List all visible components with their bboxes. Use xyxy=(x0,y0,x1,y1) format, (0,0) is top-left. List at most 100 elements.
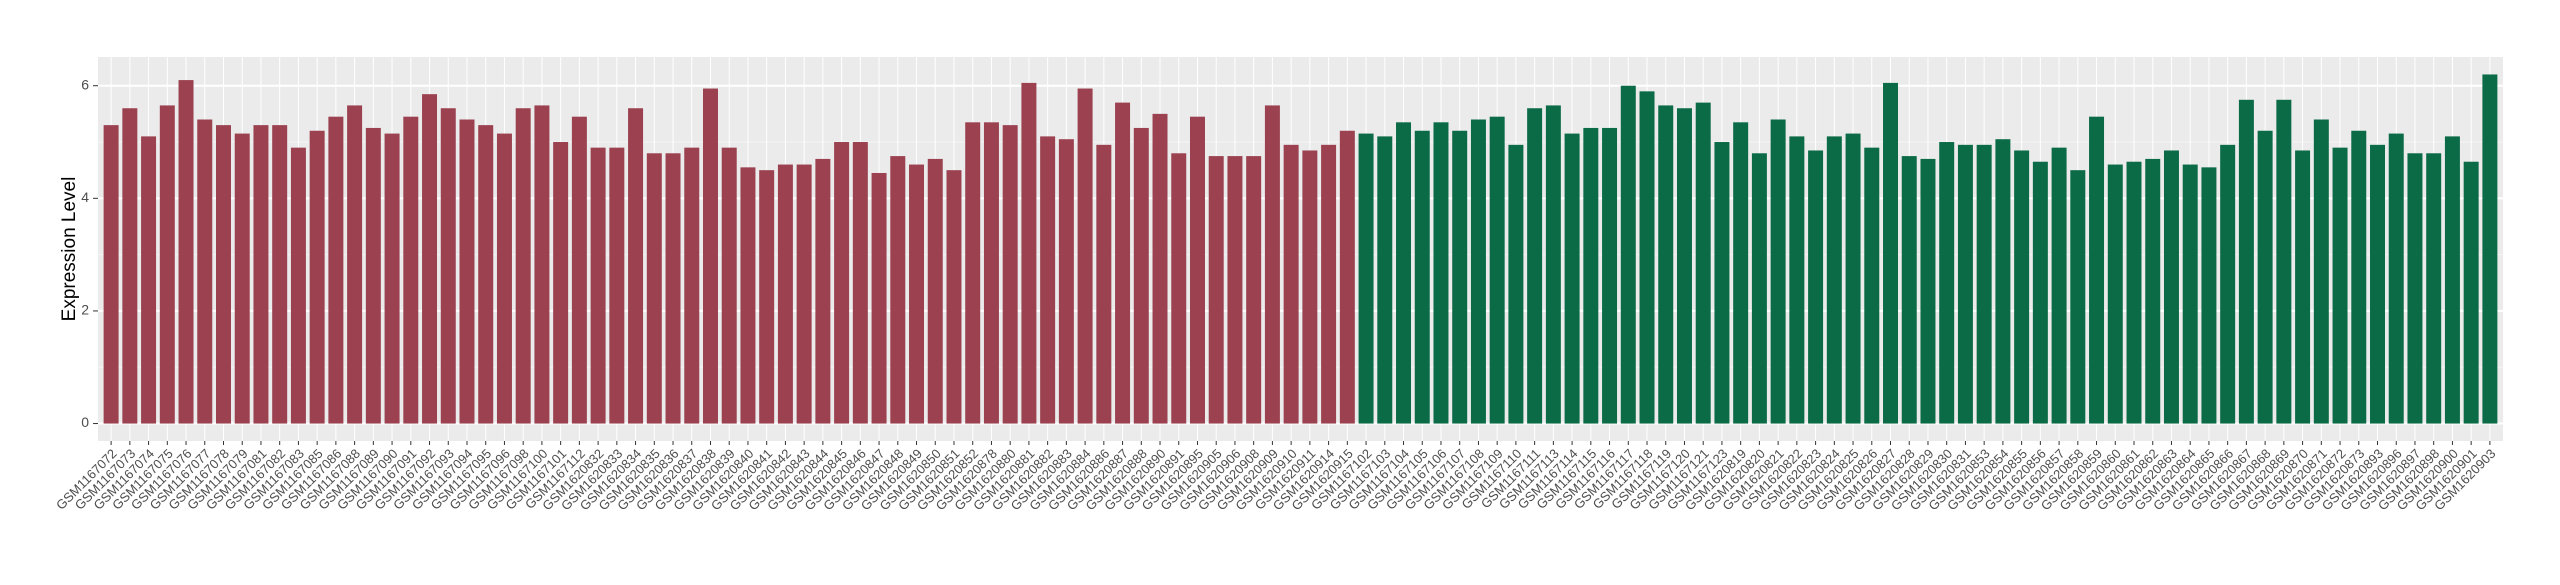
bar xyxy=(1789,136,1805,424)
bar xyxy=(2388,133,2404,424)
bar xyxy=(2463,161,2479,424)
bar xyxy=(1602,127,1618,424)
y-tick-label: 4 xyxy=(81,189,89,205)
bar xyxy=(1133,127,1149,424)
bar xyxy=(384,133,400,424)
bar xyxy=(1583,127,1599,424)
bar xyxy=(122,108,138,424)
bar xyxy=(1377,136,1393,424)
bar xyxy=(1901,156,1917,424)
bar xyxy=(1414,130,1430,424)
bar xyxy=(1976,144,1992,424)
bar xyxy=(1883,82,1899,424)
bar xyxy=(1283,144,1299,424)
bar xyxy=(2145,158,2161,424)
bar xyxy=(1751,153,1767,424)
bar xyxy=(1227,156,1243,424)
bar xyxy=(571,116,587,424)
bar xyxy=(272,125,288,424)
bar xyxy=(2107,164,2123,424)
bar xyxy=(1058,139,1074,424)
bar xyxy=(1639,91,1655,424)
bar xyxy=(1733,122,1749,424)
bar xyxy=(983,122,999,424)
panel-background xyxy=(98,57,2503,441)
bar xyxy=(890,156,906,424)
bar xyxy=(1302,150,1318,424)
bar xyxy=(1396,122,1412,424)
bar xyxy=(1845,133,1861,424)
bar xyxy=(721,147,737,424)
bar xyxy=(927,158,943,424)
bar xyxy=(1864,147,1880,424)
bar xyxy=(2257,130,2273,424)
bar xyxy=(159,105,175,424)
bar xyxy=(2201,167,2217,424)
bar xyxy=(1152,113,1168,424)
bar xyxy=(1077,88,1093,424)
bar xyxy=(197,119,213,424)
bar xyxy=(1995,139,2011,424)
bar xyxy=(1433,122,1449,424)
bar xyxy=(403,116,419,424)
bar xyxy=(1676,108,1692,424)
bar xyxy=(2014,150,2030,424)
bar xyxy=(2295,150,2311,424)
bar xyxy=(141,136,157,424)
y-tick-label: 2 xyxy=(81,302,89,318)
bar xyxy=(2163,150,2179,424)
bar xyxy=(2182,164,2198,424)
bar xyxy=(1321,144,1337,424)
bar xyxy=(1339,130,1355,424)
bar xyxy=(1452,130,1468,424)
bar xyxy=(740,167,756,424)
bar xyxy=(1527,108,1543,424)
bar xyxy=(628,108,644,424)
bar xyxy=(2089,116,2105,424)
bar xyxy=(909,164,925,424)
bar xyxy=(2238,99,2254,424)
bar xyxy=(1564,133,1580,424)
bar xyxy=(2482,74,2498,424)
bar xyxy=(2126,161,2142,424)
bar xyxy=(1040,136,1056,424)
bar xyxy=(1171,153,1187,424)
bar xyxy=(702,88,718,424)
bar xyxy=(2220,144,2236,424)
bar xyxy=(103,125,119,424)
bar xyxy=(478,125,494,424)
bar xyxy=(665,153,681,424)
bar xyxy=(1545,105,1561,424)
bar xyxy=(459,119,475,424)
bar xyxy=(1714,142,1730,424)
bar xyxy=(2351,130,2367,424)
bar xyxy=(1957,144,1973,424)
y-tick-label: 6 xyxy=(81,76,89,92)
bar xyxy=(234,133,250,424)
bar xyxy=(1115,102,1131,424)
bar xyxy=(946,170,962,424)
bar xyxy=(1264,105,1280,424)
bar xyxy=(1208,156,1224,424)
bar xyxy=(422,94,438,424)
bar xyxy=(1620,85,1636,424)
y-axis-title: Expression Level xyxy=(59,177,80,322)
y-tick-label: 0 xyxy=(81,414,89,430)
bar xyxy=(759,170,775,424)
bar xyxy=(871,172,887,424)
bar xyxy=(290,147,306,424)
bar xyxy=(365,127,381,424)
bar xyxy=(1246,156,1262,424)
bar xyxy=(347,105,363,424)
bar xyxy=(1939,142,1955,424)
bar xyxy=(2051,147,2067,424)
bar xyxy=(2370,144,2385,424)
bar xyxy=(815,158,831,424)
bar xyxy=(2426,153,2442,424)
bar xyxy=(2313,119,2329,424)
bar xyxy=(1508,144,1524,424)
bar xyxy=(553,142,569,424)
bar xyxy=(2070,170,2086,424)
bar xyxy=(2332,147,2348,424)
